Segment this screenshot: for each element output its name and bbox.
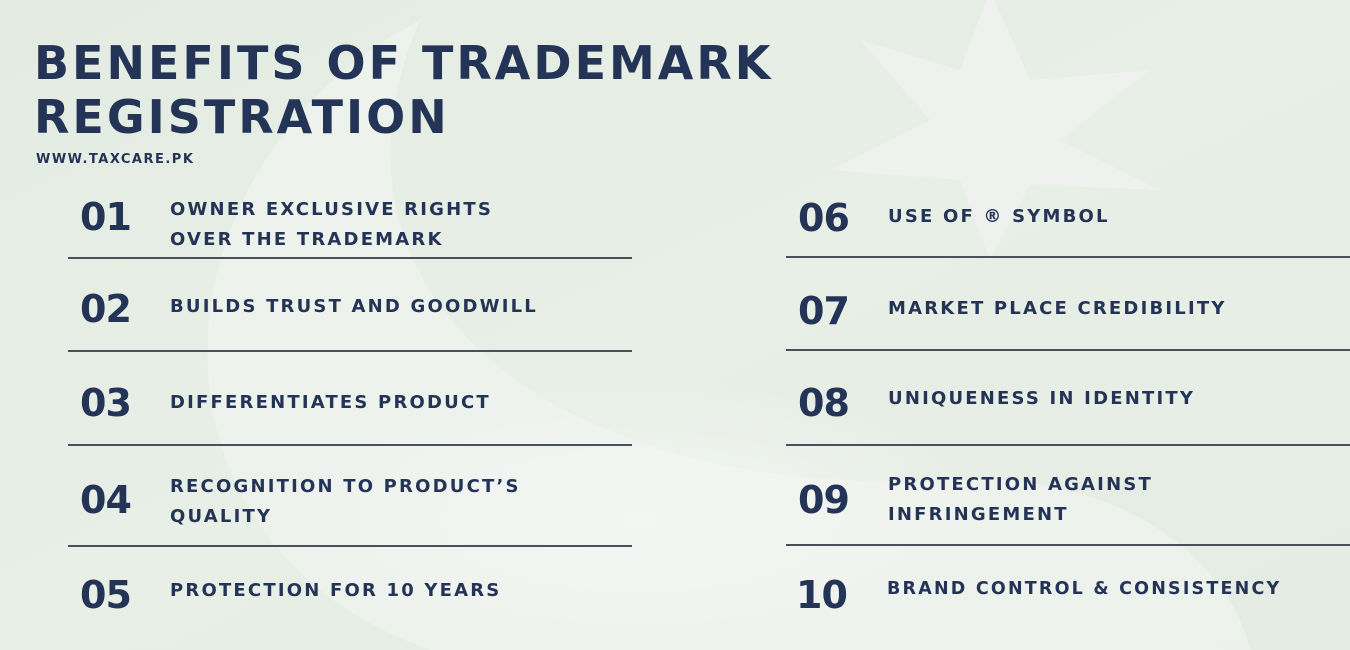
benefit-label: PROTECTION AGAINST INFRINGEMENT [888, 474, 1153, 525]
benefit-label: MARKET PLACE CREDIBILITY [888, 298, 1227, 319]
benefit-number: 03 [80, 381, 132, 425]
title-line-2: REGISTRATION [34, 90, 450, 144]
divider-line [68, 444, 632, 446]
divider-line [786, 349, 1350, 351]
benefit-item-09: 09 PROTECTION AGAINST INFRINGEMENT [786, 470, 1350, 550]
benefit-item-04: 04 RECOGNITION TO PRODUCT’S QUALITY [68, 470, 632, 550]
benefit-label: DIFFERENTIATES PRODUCT [170, 392, 491, 413]
benefit-number: 07 [798, 289, 850, 333]
benefit-item-06: 06 USE OF ® SYMBOL [786, 194, 1350, 264]
benefit-label: USE OF ® SYMBOL [888, 206, 1110, 227]
star-shape [830, 0, 1160, 260]
divider-line [68, 545, 632, 547]
benefit-number: 06 [798, 196, 850, 240]
benefit-number: 04 [80, 478, 132, 522]
benefit-number: 02 [80, 287, 132, 331]
benefit-label: UNIQUENESS IN IDENTITY [888, 388, 1196, 409]
benefit-label: PROTECTION FOR 10 YEARS [170, 580, 502, 601]
page-title: BENEFITS OF TRADEMARK REGISTRATION [34, 36, 773, 144]
divider-line [68, 257, 632, 259]
benefit-number: 08 [798, 381, 850, 425]
benefit-number: 09 [798, 478, 850, 522]
title-line-1: BENEFITS OF TRADEMARK [34, 36, 774, 90]
website-url: WWW.TAXCARE.PK [36, 152, 195, 167]
benefit-number: 01 [80, 195, 132, 239]
benefit-number: 05 [80, 573, 132, 617]
benefit-label: RECOGNITION TO PRODUCT’S QUALITY [170, 476, 521, 527]
benefit-item-03: 03 DIFFERENTIATES PRODUCT [68, 378, 632, 448]
benefit-label: BRAND CONTROL & CONSISTENCY [887, 579, 1282, 599]
divider-line [786, 444, 1350, 446]
benefit-item-05: 05 PROTECTION FOR 10 YEARS [68, 570, 632, 630]
divider-line [68, 350, 632, 352]
benefit-item-10: 10 BRAND CONTROL & CONSISTENCY [786, 570, 1350, 630]
benefit-label: OWNER EXCLUSIVE RIGHTS OVER THE TRADEMAR… [170, 199, 494, 250]
benefit-item-07: 07 MARKET PLACE CREDIBILITY [786, 286, 1350, 356]
benefit-item-02: 02 BUILDS TRUST AND GOODWILL [68, 284, 632, 354]
benefit-item-01: 01 OWNER EXCLUSIVE RIGHTS OVER THE TRADE… [68, 190, 632, 260]
benefit-item-08: 08 UNIQUENESS IN IDENTITY [786, 378, 1350, 448]
benefit-number: 10 [796, 573, 848, 617]
divider-line [786, 544, 1350, 546]
benefit-label: BUILDS TRUST AND GOODWILL [170, 296, 538, 317]
divider-line [786, 256, 1350, 258]
